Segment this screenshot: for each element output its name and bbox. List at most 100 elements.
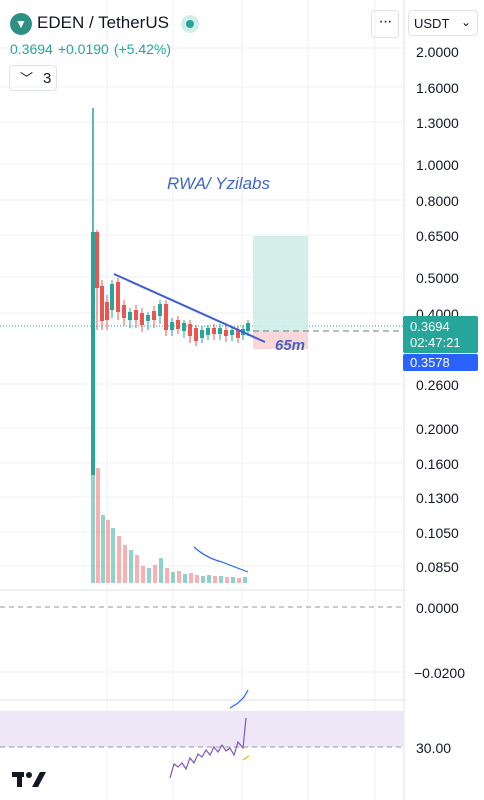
candles	[91, 108, 250, 475]
candle	[218, 328, 222, 334]
candle	[188, 324, 192, 336]
entry-price-tag: 0.3578	[403, 354, 478, 371]
candle	[246, 323, 250, 331]
position-profit-zone[interactable]	[253, 236, 308, 331]
volume-ma-line	[193, 546, 249, 573]
volume-bar	[159, 558, 163, 583]
price-tick: 1.3000	[416, 115, 459, 131]
current-price-value: 0.3694	[410, 319, 450, 334]
price-tick: 1.0000	[416, 157, 459, 173]
candle	[95, 232, 99, 288]
symbol-header: ▼ EDEN / TetherUS ··· USDT ⌄	[0, 0, 484, 48]
price-tick: 1.6000	[416, 80, 459, 96]
volume-bars	[91, 440, 247, 583]
candle	[182, 323, 186, 331]
current-price-tag: 0.3694 02:47:21	[403, 316, 478, 353]
volume-bar	[183, 574, 187, 583]
price-tick: 0.1050	[416, 525, 459, 541]
rsi-line	[169, 717, 247, 779]
volume-bar	[135, 555, 139, 583]
volume-bar	[207, 575, 211, 583]
price-tick: 0.2600	[416, 377, 459, 393]
price-tick: 0.1600	[416, 456, 459, 472]
candle	[100, 286, 104, 321]
volume-bar	[231, 577, 235, 583]
candle	[152, 311, 156, 320]
volume-bar	[147, 568, 151, 583]
price-tick: 2.0000	[416, 44, 459, 60]
candle	[236, 330, 240, 338]
price-change: +0.0190	[57, 41, 109, 57]
volume-bar	[189, 573, 193, 583]
candle	[91, 232, 95, 475]
rsi-tick: 30.00	[416, 740, 452, 756]
more-icon[interactable]: ···	[371, 10, 399, 38]
price-tick: 0.5000	[416, 270, 459, 286]
price-tick: 0.8000	[416, 193, 459, 209]
currency-select[interactable]: USDT ⌄	[408, 10, 478, 36]
candle	[164, 304, 168, 330]
position-stop-zone[interactable]	[253, 331, 308, 349]
price-tick: 0.1300	[416, 490, 459, 506]
candle	[128, 312, 132, 320]
candle	[134, 310, 138, 320]
candle	[200, 330, 204, 338]
volume-bar	[219, 576, 223, 583]
candle	[176, 320, 180, 329]
price-tick: 0.6500	[416, 228, 459, 244]
candle	[170, 322, 174, 330]
indicators-collapse-button[interactable]: ﹀ 3	[9, 65, 57, 91]
candle	[212, 328, 216, 334]
currency-label: USDT	[414, 16, 450, 31]
volume-bar	[201, 576, 205, 583]
grid	[0, 0, 405, 800]
chevron-down-icon: ⌄	[460, 15, 471, 29]
trendline[interactable]	[113, 273, 266, 343]
volume-bar	[237, 578, 241, 583]
volume-bar	[123, 545, 127, 583]
volume-bar	[243, 577, 247, 583]
volume-bar	[141, 566, 145, 583]
rsi-band	[0, 711, 404, 747]
last-price: 0.3694	[10, 41, 53, 57]
volume-bar	[101, 515, 105, 583]
candle	[140, 313, 144, 325]
candle	[122, 305, 126, 318]
candle	[224, 330, 228, 336]
volume-bar	[111, 528, 115, 583]
volume-bar	[106, 520, 110, 583]
symbol-title[interactable]: EDEN / TetherUS	[37, 13, 169, 32]
tradingview-logo-icon[interactable]	[12, 770, 48, 788]
candle	[194, 328, 198, 341]
volume-bar	[96, 468, 100, 583]
chevron-down-icon: ﹀	[20, 71, 34, 86]
indicator-line	[229, 689, 249, 709]
volume-bar	[129, 550, 133, 583]
quote-line: 0.3694 +0.0190 (+5.42%)	[10, 41, 176, 57]
volume-bar	[195, 575, 199, 583]
price-tick: 0.0850	[416, 559, 459, 575]
market-open-dot-icon	[181, 15, 199, 33]
price-change-pct: (+5.42%)	[113, 41, 172, 57]
duration-label: 65m	[275, 337, 306, 354]
volume-bar	[165, 568, 169, 583]
volume-bar	[171, 572, 175, 583]
volume-bar	[177, 571, 181, 583]
volume-bar	[153, 565, 157, 583]
volume-bar	[225, 577, 229, 583]
indicator-count: 3	[43, 70, 52, 87]
volume-bar	[91, 440, 95, 583]
volume-bar	[213, 576, 217, 583]
candle	[105, 302, 109, 320]
candle	[230, 330, 234, 335]
price-tick: 0.2000	[416, 421, 459, 437]
eden-logo-icon: ▼	[10, 13, 32, 35]
candle	[158, 304, 162, 316]
candle	[116, 282, 120, 312]
indicator-tick: −0.0200	[414, 665, 465, 681]
candle	[110, 284, 114, 310]
chart-note[interactable]: RWA/ Yzilabs	[167, 174, 270, 193]
indicator-tick: 0.0000	[416, 600, 459, 616]
bar-countdown: 02:47:21	[410, 335, 461, 350]
